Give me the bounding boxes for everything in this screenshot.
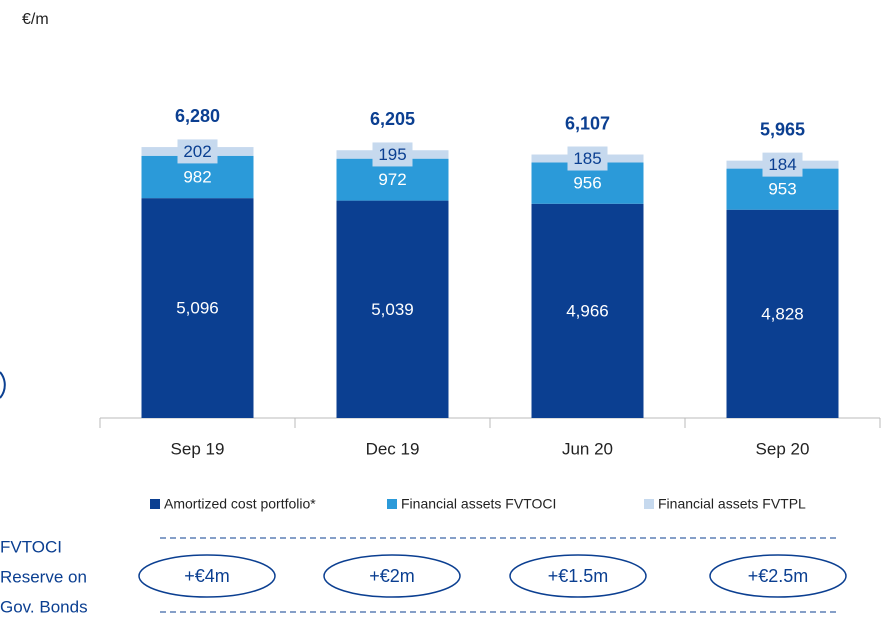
decor-arc <box>0 371 6 399</box>
bar-segment <box>141 198 254 418</box>
data-label: 195 <box>378 145 406 164</box>
total-label: 6,107 <box>565 113 610 133</box>
reserve-label: FVTOCI <box>0 537 62 556</box>
x-tick-label: Jun 20 <box>562 439 613 458</box>
label-box <box>762 152 803 177</box>
total-label: 5,965 <box>760 119 805 139</box>
bar-segment <box>531 203 644 418</box>
legend-swatch <box>150 499 160 509</box>
data-label: 184 <box>768 155 796 174</box>
reserve-value: +€2.5m <box>748 566 809 586</box>
data-label: 4,966 <box>566 301 609 320</box>
reserve-oval <box>323 554 461 598</box>
data-label: 202 <box>183 142 211 161</box>
data-label: 982 <box>183 167 211 186</box>
legend-label: Financial assets FVTPL <box>658 496 806 512</box>
x-tick-label: Sep 20 <box>756 439 810 458</box>
label-box <box>177 139 218 164</box>
legend-swatch <box>644 499 654 509</box>
reserve-value: +€4m <box>184 566 230 586</box>
data-label: 956 <box>573 174 601 193</box>
reserve-value: +€2m <box>369 566 415 586</box>
legend-swatch <box>387 499 397 509</box>
reserve-label: Gov. Bonds <box>0 597 88 616</box>
total-label: 6,205 <box>370 109 415 129</box>
legend-label: Financial assets FVTOCI <box>401 496 556 512</box>
total-label: 6,280 <box>175 106 220 126</box>
data-label: 185 <box>573 149 601 168</box>
x-tick-label: Dec 19 <box>366 439 420 458</box>
data-label: 5,039 <box>371 300 414 319</box>
reserve-value: +€1.5m <box>548 566 609 586</box>
data-label: 4,828 <box>761 304 804 323</box>
label-box <box>372 142 413 167</box>
x-tick-label: Sep 19 <box>171 439 225 458</box>
reserve-oval <box>509 554 647 598</box>
data-label: 5,096 <box>176 299 219 318</box>
data-label: 953 <box>768 180 796 199</box>
data-label: 972 <box>378 170 406 189</box>
reserve-oval <box>709 554 847 598</box>
bar-segment <box>726 209 839 418</box>
bar-segment <box>336 200 449 418</box>
label-box <box>567 146 608 171</box>
unit-label: €/m <box>22 11 49 28</box>
reserve-label: Reserve on <box>0 567 87 586</box>
reserve-oval <box>138 554 276 598</box>
legend-label: Amortized cost portfolio* <box>164 496 316 512</box>
